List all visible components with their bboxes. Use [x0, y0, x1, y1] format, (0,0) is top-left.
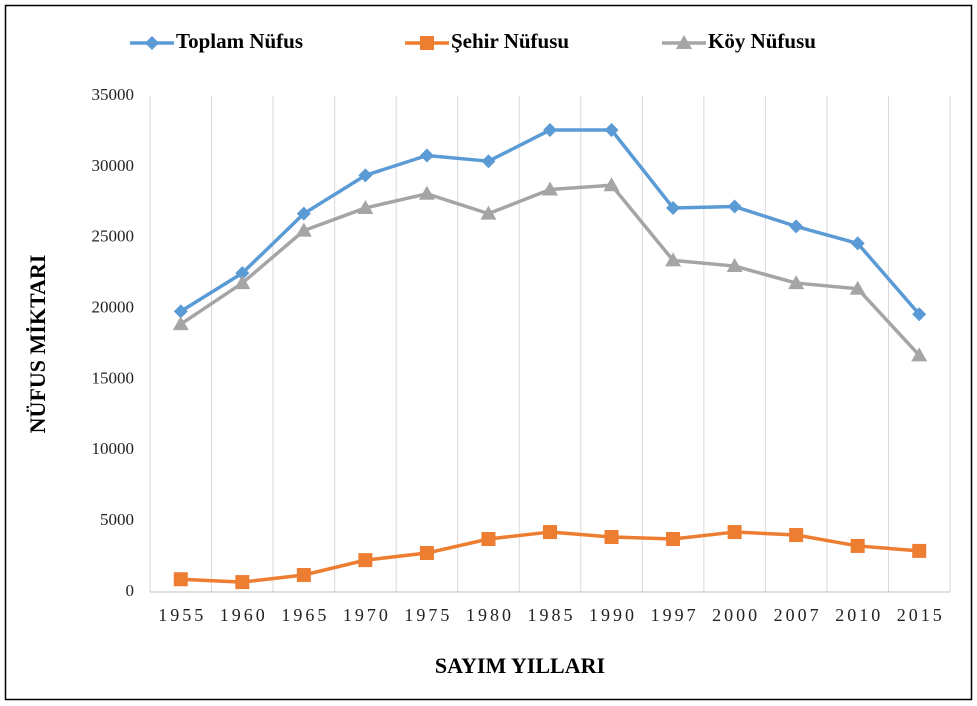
legend-label: Toplam Nüfus: [176, 29, 303, 53]
y-tick-label: 0: [126, 581, 135, 600]
marker: [604, 123, 619, 138]
x-tick-label: 2007: [774, 605, 822, 625]
legend-label: Köy Nüfusu: [708, 29, 816, 53]
marker: [296, 567, 311, 582]
marker: [543, 525, 557, 540]
marker: [172, 316, 189, 331]
marker: [234, 275, 251, 290]
marker: [173, 304, 188, 319]
x-tick-label: 2000: [712, 605, 760, 625]
marker: [358, 168, 373, 183]
marker: [666, 200, 681, 215]
x-tick-label: 2015: [897, 605, 945, 625]
y-tick-label: 5000: [100, 510, 134, 529]
y-tick-label: 30000: [92, 156, 135, 175]
x-tick-label: 1970: [343, 605, 391, 625]
marker: [419, 148, 434, 163]
marker: [726, 258, 743, 273]
marker: [789, 528, 804, 543]
marker: [235, 575, 250, 590]
marker: [727, 525, 742, 540]
marker: [295, 222, 312, 237]
marker: [235, 266, 250, 281]
chart-border: [4, 4, 973, 701]
x-tick-label: 1990: [589, 605, 637, 625]
marker: [727, 199, 742, 214]
marker: [419, 546, 434, 561]
marker: [676, 35, 692, 49]
marker: [480, 205, 497, 220]
marker: [420, 36, 434, 50]
x-tick-label: 1965: [281, 605, 329, 625]
marker: [542, 181, 558, 196]
x-tick-label: 1960: [220, 605, 268, 625]
x-tick-label: 1985: [528, 605, 576, 625]
marker: [481, 154, 496, 169]
marker: [173, 572, 188, 587]
y-tick-label: 10000: [92, 439, 135, 458]
marker: [296, 206, 311, 221]
x-tick-label: 1997: [651, 605, 699, 625]
marker: [850, 236, 865, 251]
marker: [850, 538, 865, 553]
y-tick-label: 20000: [92, 297, 135, 316]
x-tick-label: 1980: [466, 605, 514, 625]
marker: [911, 347, 928, 362]
marker: [357, 199, 374, 214]
marker: [665, 252, 682, 267]
legend-label: Şehir Nüfusu: [451, 29, 569, 53]
marker: [788, 275, 805, 290]
marker: [912, 543, 927, 558]
marker: [789, 219, 804, 234]
marker: [418, 185, 435, 200]
marker: [543, 123, 557, 138]
y-axis-title: NÜFUS MİKTARI: [25, 255, 50, 434]
marker: [912, 307, 927, 322]
marker: [358, 553, 373, 568]
y-tick-label: 15000: [92, 368, 135, 387]
marker: [604, 530, 619, 545]
x-axis-title: SAYIM YILLARI: [435, 653, 605, 678]
x-tick-label: 2010: [835, 605, 883, 625]
marker: [849, 280, 866, 295]
y-tick-label: 35000: [92, 85, 135, 104]
marker: [481, 531, 496, 546]
marker: [666, 531, 681, 546]
y-tick-label: 25000: [92, 227, 135, 246]
marker: [145, 36, 159, 50]
marker: [603, 177, 620, 192]
x-tick-label: 1955: [158, 605, 206, 625]
x-tick-label: 1975: [404, 605, 452, 625]
